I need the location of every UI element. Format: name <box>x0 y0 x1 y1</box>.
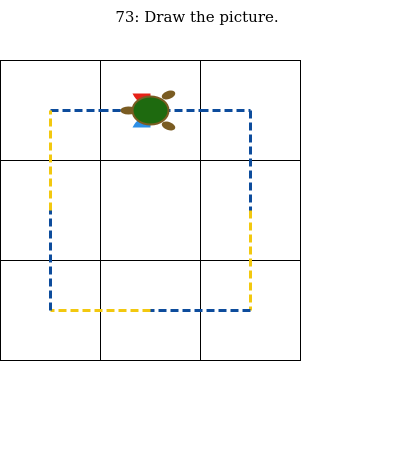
turtle-shell-rim <box>131 95 170 126</box>
grid-border <box>0 60 301 361</box>
dashed-path <box>49 109 252 312</box>
turtle-flipper <box>161 90 176 100</box>
turtle-flipper <box>161 121 176 131</box>
turtle-shell <box>132 96 169 125</box>
turtle-icon[interactable] <box>120 89 177 132</box>
puzzle-title: 73: Draw the picture. <box>115 8 279 26</box>
